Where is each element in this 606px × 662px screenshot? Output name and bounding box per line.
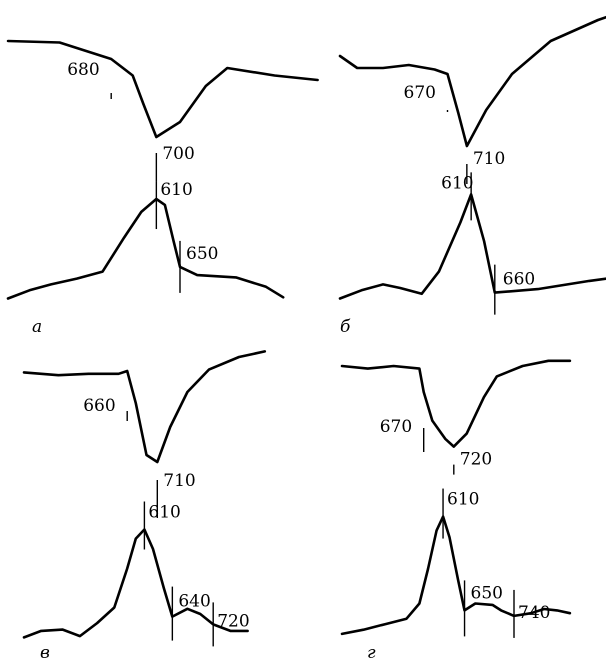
wavelength-label-680: 680 [67,60,99,80]
lower-spectrum-curve-3 [340,515,572,636]
wavelength-label-740: 740 [518,603,550,623]
panel-3: 670 720 610 650 740 г [340,359,572,662]
wavelength-label-710: 710 [473,149,505,169]
lower-spectrum-curve-2 [22,528,249,639]
wavelength-label-700: 700 [162,144,194,164]
wavelength-label-720: 720 [217,611,249,631]
wavelength-label-610: 610 [160,180,192,200]
upper-spectrum-curve-2 [22,350,267,464]
wavelength-label-610: 610 [447,490,479,510]
wavelength-label-660: 660 [83,396,115,416]
panel-label: а [32,317,42,337]
lower-spectrum-curve-1 [338,193,606,300]
wavelength-label-650: 650 [471,583,503,603]
upper-spectrum-curve-0 [6,39,319,139]
upper-spectrum-curve-3 [340,359,572,448]
upper-spectrum-curve-1 [338,15,606,148]
panel-label: б [340,317,351,337]
wavelength-label-640: 640 [178,592,210,612]
wavelength-label-710: 710 [163,471,195,491]
wavelength-label-660: 660 [503,270,535,290]
wavelength-label-720: 720 [460,450,492,470]
lower-spectrum-curve-0 [6,197,285,300]
panel-2: 660 710 610 640 720 в [22,350,267,662]
panel-label: в [40,643,50,662]
panel-0: 680 700 610 650 а [6,39,319,337]
wavelength-label-670: 670 [404,83,436,103]
wavelength-label-610: 610 [441,173,473,193]
wavelength-label-610: 610 [148,503,180,523]
wavelength-label-650: 650 [186,244,218,264]
wavelength-label-670: 670 [380,417,412,437]
panel-label: г [367,643,376,662]
